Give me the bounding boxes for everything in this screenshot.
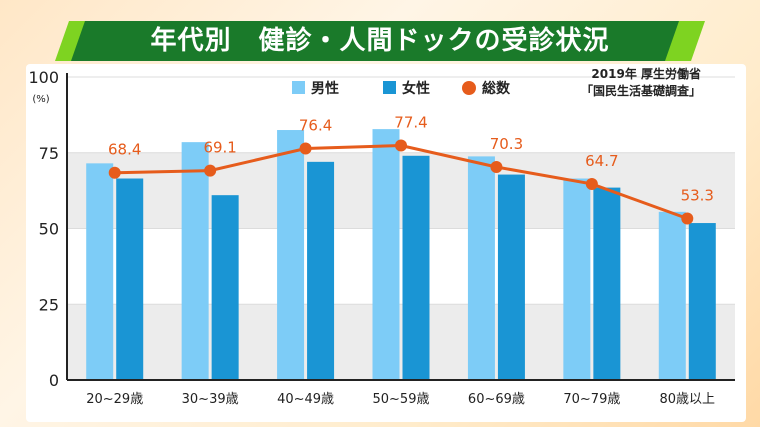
legend-label: 総数 <box>482 80 511 97</box>
bar-female <box>402 155 430 380</box>
point-total <box>299 142 312 155</box>
x-tick-label: 30~39歳 <box>182 392 239 407</box>
data-label-total: 64.7 <box>585 152 618 170</box>
y-unit-label: (%) <box>32 94 49 105</box>
y-tick-label: 100 <box>28 68 59 87</box>
bar-female <box>688 223 716 380</box>
y-tick-label: 0 <box>49 371 59 390</box>
bar-male <box>658 211 686 380</box>
x-tick-label: 80歳以上 <box>660 392 716 407</box>
x-tick-label: 40~49歳 <box>277 392 334 407</box>
bar-female <box>497 174 525 380</box>
point-total <box>490 160 503 173</box>
point-total <box>204 164 217 177</box>
data-label-total: 70.3 <box>490 135 523 153</box>
bar-female <box>211 195 239 380</box>
point-total <box>681 212 694 225</box>
banner-body <box>71 21 679 61</box>
point-total <box>585 177 598 190</box>
y-tick-label: 25 <box>39 295 59 314</box>
x-tick-label: 50~59歳 <box>373 392 430 407</box>
x-tick-label: 70~79歳 <box>563 392 620 407</box>
bar-male <box>277 130 305 380</box>
x-tick-label: 20~29歳 <box>86 392 143 407</box>
legend-marker-total <box>462 81 476 95</box>
source-line-2: 「国民生活基礎調査」 <box>581 83 701 98</box>
y-tick-label: 75 <box>39 144 59 163</box>
point-total <box>395 139 407 152</box>
bar-male <box>467 156 495 380</box>
bar-male <box>563 178 591 380</box>
y-tick-label: 50 <box>39 220 59 239</box>
data-label-total: 69.1 <box>203 139 236 157</box>
bar-female <box>116 178 144 380</box>
bar-female <box>307 161 335 380</box>
legend-label: 女性 <box>402 80 430 97</box>
grid-band <box>67 152 735 229</box>
grid-band <box>67 304 735 380</box>
data-label-total: 53.3 <box>681 187 714 205</box>
bar-male <box>86 163 114 380</box>
bar-male <box>372 129 400 380</box>
legend-marker-male <box>292 81 305 94</box>
bar-male <box>181 142 209 380</box>
source-line-1: 2019年 厚生労働省 <box>591 66 701 81</box>
data-label-total: 77.4 <box>394 113 427 131</box>
x-tick-label: 60~69歳 <box>468 392 525 407</box>
data-label-total: 68.4 <box>108 141 141 159</box>
legend-marker-female <box>383 81 396 94</box>
data-label-total: 76.4 <box>299 117 332 135</box>
point-total <box>108 166 121 179</box>
chart-title: 年代別 健診・人間ドックの受診状況 <box>150 26 610 56</box>
title-banner <box>55 21 705 61</box>
legend-label: 男性 <box>311 80 339 97</box>
bar-female <box>593 187 621 380</box>
